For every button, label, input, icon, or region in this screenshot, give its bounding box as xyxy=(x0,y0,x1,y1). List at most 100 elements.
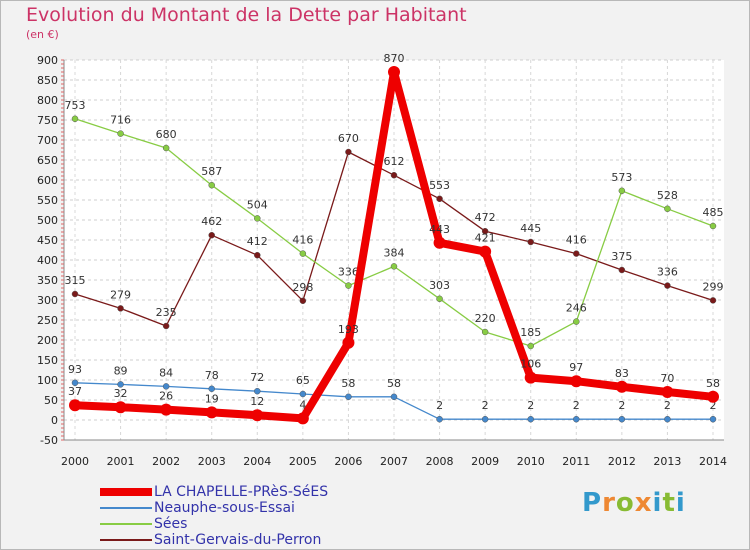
data-label-s-es: 680 xyxy=(156,128,177,141)
y-tick-label: 0 xyxy=(51,414,58,427)
y-tick-label: 550 xyxy=(37,194,58,207)
data-point-saint-gervais-du-perron xyxy=(162,322,170,330)
data-point-saint-gervais-du-perron xyxy=(345,148,352,156)
data-point-neauphe-sous-essai xyxy=(573,415,580,423)
y-tick-label: 250 xyxy=(37,314,58,327)
data-label-neauphe-sous-essai: 2 xyxy=(482,399,489,412)
data-point-la-chapelle-pr-s-s-es xyxy=(524,371,537,384)
legend-swatch-sees xyxy=(100,523,152,525)
y-tick-label: 450 xyxy=(37,234,58,247)
data-point-s-es xyxy=(299,250,307,257)
data-label-la-chapelle-pr-s-s-es: 70 xyxy=(660,372,674,385)
x-tick-label: 2004 xyxy=(243,455,271,468)
y-tick-label: 500 xyxy=(37,214,58,227)
data-label-neauphe-sous-essai: 78 xyxy=(205,369,219,382)
data-point-la-chapelle-pr-s-s-es xyxy=(388,66,400,78)
data-point-neauphe-sous-essai xyxy=(709,415,717,423)
unit-label: (en €) xyxy=(26,28,59,41)
data-label-s-es: 716 xyxy=(110,114,131,127)
logo-letter: o xyxy=(615,488,635,518)
data-point-s-es xyxy=(573,318,580,325)
data-label-saint-gervais-du-perron: 279 xyxy=(110,288,131,301)
data-point-la-chapelle-pr-s-s-es xyxy=(615,380,628,393)
data-label-la-chapelle-pr-s-s-es: 97 xyxy=(569,361,583,374)
data-label-neauphe-sous-essai: 2 xyxy=(710,399,717,412)
data-point-saint-gervais-du-perron xyxy=(664,282,671,289)
y-tick-label: -50 xyxy=(40,434,58,447)
logo-letter: r xyxy=(602,488,616,518)
y-tick-label: 200 xyxy=(37,334,58,347)
x-tick-label: 2014 xyxy=(699,455,727,468)
data-point-neauphe-sous-essai xyxy=(254,387,261,395)
data-label-la-chapelle-pr-s-s-es: 58 xyxy=(706,377,720,390)
data-point-s-es xyxy=(71,115,79,123)
data-label-la-chapelle-pr-s-s-es: 32 xyxy=(114,387,128,400)
data-point-s-es xyxy=(162,144,170,152)
logo-letter: i xyxy=(675,488,686,518)
data-point-s-es xyxy=(618,187,626,195)
data-label-neauphe-sous-essai: 65 xyxy=(296,374,310,387)
x-tick-label: 2006 xyxy=(334,455,362,468)
data-point-saint-gervais-du-perron xyxy=(527,238,534,246)
data-label-neauphe-sous-essai: 93 xyxy=(68,363,82,376)
data-point-saint-gervais-du-perron xyxy=(618,266,626,274)
data-point-saint-gervais-du-perron xyxy=(117,305,124,312)
data-label-la-chapelle-pr-s-s-es: 421 xyxy=(475,232,496,245)
data-point-s-es xyxy=(208,181,215,189)
data-label-saint-gervais-du-perron: 298 xyxy=(292,281,313,294)
data-label-s-es: 384 xyxy=(384,246,405,259)
data-label-neauphe-sous-essai: 58 xyxy=(341,377,355,390)
data-point-la-chapelle-pr-s-s-es xyxy=(433,236,446,249)
data-label-s-es: 246 xyxy=(566,302,587,315)
y-tick-label: 350 xyxy=(37,274,58,287)
data-label-neauphe-sous-essai: 2 xyxy=(573,399,580,412)
data-point-neauphe-sous-essai xyxy=(664,415,671,423)
x-tick-label: 2005 xyxy=(289,455,317,468)
data-point-saint-gervais-du-perron xyxy=(573,250,580,257)
x-tick-label: 2012 xyxy=(608,455,636,468)
data-label-s-es: 573 xyxy=(611,171,632,184)
data-point-saint-gervais-du-perron xyxy=(208,231,215,239)
data-point-saint-gervais-du-perron xyxy=(709,297,717,304)
data-point-saint-gervais-du-perron xyxy=(390,171,398,179)
y-tick-label: 600 xyxy=(37,174,58,187)
y-tick-label: 850 xyxy=(37,74,58,87)
x-tick-label: 2008 xyxy=(426,455,454,468)
data-label-neauphe-sous-essai: 2 xyxy=(527,399,534,412)
data-point-neauphe-sous-essai xyxy=(162,383,170,390)
data-label-la-chapelle-pr-s-s-es: 443 xyxy=(429,223,450,236)
data-point-s-es xyxy=(709,222,717,230)
data-point-la-chapelle-pr-s-s-es xyxy=(342,336,355,349)
data-point-saint-gervais-du-perron xyxy=(254,251,261,259)
data-point-saint-gervais-du-perron xyxy=(299,297,307,305)
data-point-saint-gervais-du-perron xyxy=(71,290,79,298)
data-label-saint-gervais-du-perron: 445 xyxy=(520,222,541,235)
legend-swatch-saint-gervais xyxy=(100,539,152,541)
x-tick-label: 2001 xyxy=(107,455,135,468)
y-tick-label: 900 xyxy=(37,54,58,67)
legend-swatch-neauphe xyxy=(100,507,152,509)
data-label-saint-gervais-du-perron: 553 xyxy=(429,179,450,192)
data-point-la-chapelle-pr-s-s-es xyxy=(205,406,218,419)
x-tick-label: 2013 xyxy=(653,455,681,468)
x-tick-label: 2009 xyxy=(471,455,499,468)
data-label-la-chapelle-pr-s-s-es: 193 xyxy=(338,323,359,336)
x-tick-label: 2007 xyxy=(380,455,408,468)
data-point-s-es xyxy=(254,215,261,222)
y-tick-label: 650 xyxy=(37,154,58,167)
data-label-saint-gervais-du-perron: 416 xyxy=(566,234,587,247)
data-label-s-es: 185 xyxy=(520,326,541,339)
data-point-neauphe-sous-essai xyxy=(299,390,307,398)
data-label-saint-gervais-du-perron: 472 xyxy=(475,211,496,224)
chart-title: Evolution du Montant de la Dette par Hab… xyxy=(26,4,467,26)
logo-letter: P xyxy=(582,488,603,518)
data-label-la-chapelle-pr-s-s-es: 106 xyxy=(520,358,541,371)
y-tick-label: 50 xyxy=(44,394,58,407)
data-point-saint-gervais-du-perron xyxy=(481,227,489,235)
y-tick-label: 400 xyxy=(37,254,58,267)
data-point-neauphe-sous-essai xyxy=(481,415,489,423)
data-label-saint-gervais-du-perron: 612 xyxy=(384,155,405,168)
data-point-neauphe-sous-essai xyxy=(436,415,443,423)
legend-label-sees: Sées xyxy=(154,516,188,532)
